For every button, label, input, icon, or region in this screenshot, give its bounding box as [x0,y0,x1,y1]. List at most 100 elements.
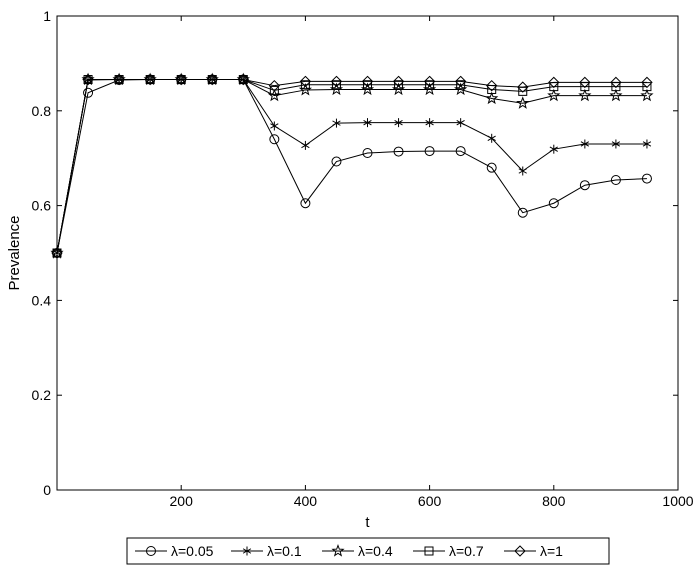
series-1 [52,74,652,258]
circle-marker [146,546,156,556]
asterisk-marker [242,546,252,556]
diamond-marker [454,75,467,88]
legend-label: λ=0.4 [358,543,393,559]
circle-marker [579,180,590,191]
asterisk-marker [301,140,310,150]
square-marker [394,80,404,90]
diamond-marker [514,545,526,557]
diamond-marker [113,73,125,86]
circle-marker [548,198,559,209]
diamond-marker [268,79,281,92]
legend-items: λ=0.05 λ=0.1 λ=0.4 λ=0.7 λ=1 [135,543,563,559]
y-tick-label: 0.4 [32,292,52,308]
legend-label: λ=0.1 [267,543,302,559]
circle-marker [486,162,497,173]
y-tick-label: 0 [43,482,51,498]
asterisk-marker [363,118,372,128]
circle-marker [455,146,466,157]
square-marker [269,85,279,95]
circle-marker [517,207,528,218]
x-tick-label: 600 [418,493,442,509]
axis-tick-labels: 200 400 600 800 1000 0 0.2 0.4 0.6 0.8 1 [32,8,694,509]
square-marker [300,80,310,90]
diamond-marker [610,76,622,89]
square-marker [425,80,435,90]
asterisk-marker [487,133,496,143]
diamond-marker [641,76,653,89]
circle-marker [300,198,311,209]
star-marker [485,91,499,105]
diamond-marker [299,75,312,88]
legend-label: λ=0.05 [171,543,214,559]
diamond-marker [517,81,529,93]
asterisk-marker [270,121,279,131]
y-tick-label: 0.6 [32,198,52,214]
y-axis-label: Prevalence [6,215,23,290]
diamond-marker [548,76,560,89]
legend-item: λ=0.05 [135,543,214,559]
y-tick-label: 1 [43,8,51,24]
asterisk-marker [425,118,434,128]
legend-item: λ=0.1 [231,543,302,559]
asterisk-marker [611,139,621,149]
series-5 [51,73,653,259]
diamond-marker [361,75,374,88]
series-line [56,79,647,254]
asterisk-marker [456,118,465,128]
series-line [56,79,647,254]
asterisk-marker [518,166,527,176]
circle-marker [331,156,342,167]
star-marker [640,88,654,102]
diamond-marker [330,75,343,88]
circle-marker [269,134,280,145]
series-3 [50,72,654,259]
asterisk-marker [394,118,403,128]
legend-label: λ=1 [540,543,563,559]
diamond-marker [82,73,94,86]
diamond-marker [423,75,436,88]
circle-marker [83,87,94,98]
x-tick-label: 400 [294,493,318,509]
series-line [56,79,647,254]
star-marker [331,544,345,557]
circle-marker [362,147,373,158]
circle-marker [641,173,652,184]
asterisk-marker [332,118,341,128]
asterisk-marker [580,139,590,149]
diamond-marker [51,247,63,259]
x-tick-label: 200 [170,493,194,509]
legend-item: λ=0.7 [413,543,484,559]
legend-item: λ=0.4 [322,543,393,559]
diamond-marker [206,73,218,86]
star-marker [547,88,561,102]
x-tick-label: 1000 [662,493,693,509]
legend-item: λ=1 [504,543,563,559]
legend: λ=0.05 λ=0.1 λ=0.4 λ=0.7 λ=1 [126,537,610,565]
asterisk-marker [549,144,558,154]
diamond-marker [237,73,250,86]
square-marker [363,80,372,90]
circle-marker [610,175,621,186]
square-marker [456,80,466,90]
square-marker [52,248,62,258]
square-marker [424,546,434,556]
star-marker [516,96,530,109]
x-axis-label: t [365,514,370,531]
series-4 [52,75,652,258]
series-line [56,79,647,254]
series-line [56,79,647,254]
data-series [50,72,654,259]
series-2 [52,75,652,258]
diamond-marker [485,79,498,92]
y-tick-label: 0.8 [32,103,52,119]
circle-marker [424,146,435,157]
y-tick-label: 0.2 [32,387,52,403]
diamond-marker [175,73,187,86]
diamond-marker [579,76,591,89]
axis-ticks [57,15,679,491]
square-marker [331,80,341,90]
legend-label: λ=0.7 [449,543,484,559]
star-marker [609,88,623,102]
diamond-marker [392,75,405,88]
